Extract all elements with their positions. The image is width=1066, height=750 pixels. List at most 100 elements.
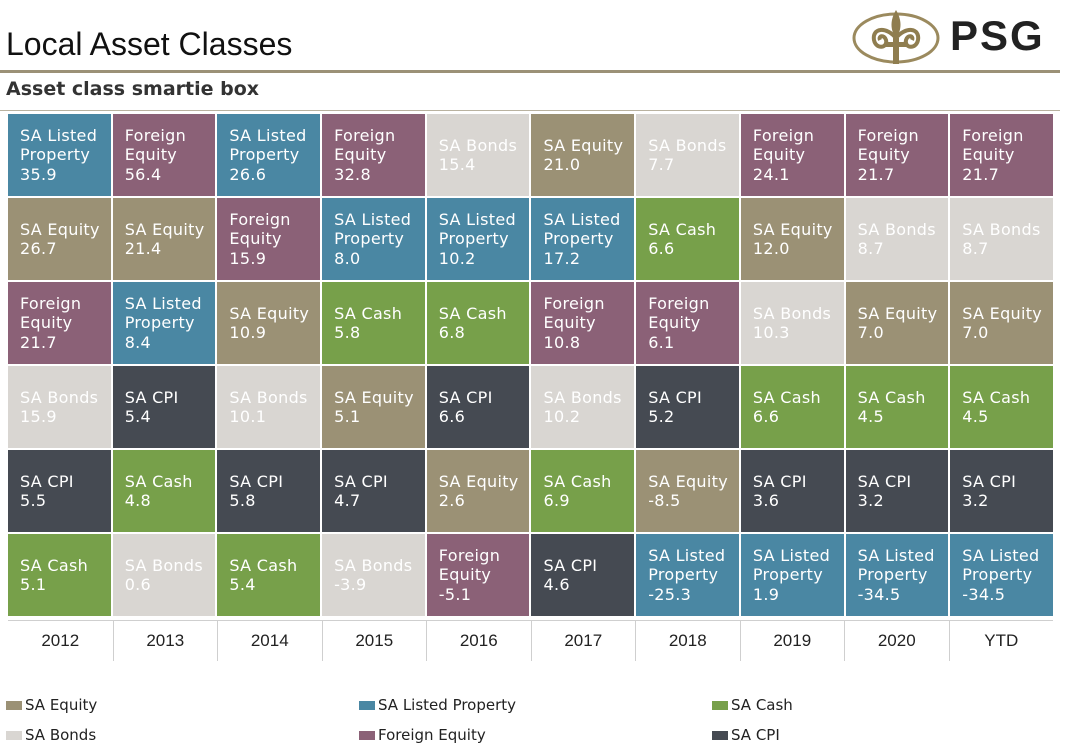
asset-return-value: 26.7	[20, 239, 57, 258]
asset-return-value: 5.1	[20, 575, 47, 594]
asset-return-value: 10.2	[438, 248, 476, 268]
asset-label: Property	[543, 229, 614, 249]
asset-label: SA Cash	[857, 387, 926, 407]
asset-return-value: 1.9	[752, 584, 780, 604]
asset-cell: SA CPI 5.2	[636, 366, 739, 448]
asset-cell: SA Listed Property 26.6	[217, 114, 321, 196]
asset-label: SA Equity	[229, 303, 310, 323]
asset-label: SA CPI	[752, 471, 807, 491]
asset-label: SA Equity	[438, 471, 519, 491]
asset-label: Property	[334, 229, 405, 249]
legend-item: Foreign Equity	[359, 726, 486, 744]
asset-label: SA Cash	[124, 471, 193, 491]
asset-cell: SA Listed Property -34.5	[845, 534, 949, 616]
asset-label: Equity	[962, 145, 1015, 165]
asset-cell: SA CPI 3.6	[740, 450, 844, 532]
asset-return-value: 6.1	[648, 332, 675, 352]
asset-label: Foreign	[124, 125, 187, 145]
asset-return-value: 5.1	[334, 407, 361, 426]
asset-cell: Foreign Equity 56.4	[112, 114, 216, 196]
asset-label: SA CPI	[438, 387, 493, 407]
legend-swatch	[6, 730, 22, 740]
asset-cell: SA Equity 21.4	[112, 198, 216, 280]
year-label: 2018	[635, 621, 740, 661]
asset-cell: SA Bonds 10.2	[531, 366, 635, 448]
asset-label: SA Bonds	[752, 303, 832, 323]
asset-cell: SA Listed Property 1.9	[740, 534, 844, 616]
legend-label: SA Bonds	[25, 726, 97, 744]
asset-return-value: 10.1	[229, 407, 267, 426]
asset-cell: SA Cash 4.5	[950, 366, 1053, 448]
asset-return-value: -8.5	[648, 491, 681, 510]
asset-cell: Foreign Equity 10.8	[531, 282, 635, 364]
asset-label: Equity	[334, 145, 387, 165]
subtitle-divider	[0, 110, 1060, 111]
asset-cell: Foreign Equity 32.8	[322, 114, 425, 196]
asset-return-value: 5.4	[124, 407, 152, 426]
asset-return-value: -34.5	[857, 584, 901, 604]
asset-return-value: 7.7	[648, 155, 675, 174]
asset-return-value: 8.7	[962, 239, 989, 258]
asset-return-value: 10.2	[543, 407, 581, 426]
asset-label: SA CPI	[229, 471, 284, 491]
asset-return-value: 8.7	[857, 239, 884, 258]
legend-swatch	[359, 700, 375, 710]
legend-label: SA Cash	[731, 696, 793, 714]
asset-cell: Foreign Equity 21.7	[845, 114, 949, 196]
legend-label: SA Equity	[25, 696, 98, 714]
asset-return-value: 4.6	[543, 575, 570, 594]
asset-return-value: 56.4	[124, 164, 162, 184]
asset-label: Equity	[124, 145, 178, 165]
asset-return-value: 24.1	[752, 164, 790, 184]
asset-label: Property	[438, 229, 509, 249]
asset-label: Equity	[857, 145, 910, 165]
asset-label: Foreign	[229, 209, 291, 229]
year-label: 2014	[217, 621, 322, 661]
asset-return-value: 3.2	[962, 491, 989, 510]
asset-label: SA CPI	[334, 471, 388, 491]
asset-label: SA Listed	[229, 125, 307, 145]
asset-label: Foreign	[334, 125, 396, 145]
asset-return-value: 6.6	[438, 407, 466, 426]
asset-cell: SA CPI 3.2	[845, 450, 949, 532]
asset-label: SA Cash	[752, 387, 821, 407]
asset-label: SA Equity	[648, 471, 728, 491]
asset-return-value: 15.9	[20, 407, 57, 426]
asset-label: Equity	[543, 313, 596, 333]
asset-return-value: 32.8	[334, 164, 371, 184]
asset-label: SA CPI	[962, 471, 1017, 491]
legend-item: SA Listed Property	[359, 696, 516, 714]
asset-return-value: 4.5	[857, 407, 884, 426]
asset-cell: SA Bonds 15.9	[8, 366, 111, 448]
asset-label: SA Equity	[857, 303, 938, 323]
asset-return-value: 5.5	[20, 491, 47, 510]
asset-cell: SA Equity 5.1	[322, 366, 425, 448]
asset-cell: SA Bonds 10.1	[217, 366, 321, 448]
legend-item: SA Cash	[712, 696, 793, 714]
legend-label: SA Listed Property	[378, 696, 517, 714]
psg-logo: PSG	[850, 4, 1050, 70]
chart-subtitle: Asset class smartie box	[6, 78, 260, 100]
asset-return-value: 35.9	[20, 164, 57, 184]
legend-label: Foreign Equity	[378, 726, 486, 744]
legend-item: SA Equity	[6, 696, 97, 714]
asset-cell: SA CPI 4.7	[322, 450, 425, 532]
asset-label: Equity	[438, 565, 492, 585]
legend-item: SA CPI	[712, 726, 780, 744]
asset-label: Property	[648, 565, 719, 585]
legend-swatch	[712, 700, 728, 710]
asset-label: SA Bonds	[334, 555, 413, 575]
asset-label: SA Listed	[752, 545, 831, 565]
asset-return-value: 4.7	[334, 491, 361, 510]
asset-label: Equity	[229, 229, 282, 249]
asset-return-value: 3.6	[752, 491, 780, 510]
asset-cell: SA CPI 5.5	[8, 450, 111, 532]
year-label: 2013	[112, 621, 218, 661]
year-axis: 2012 2013 2014 2015 2016 2017 2018 2019 2020 YTD	[8, 620, 1053, 661]
asset-return-value: 17.2	[543, 248, 581, 268]
title-divider	[0, 70, 1060, 73]
asset-label: Foreign	[20, 293, 82, 313]
legend-item: SA Bonds	[6, 726, 96, 744]
asset-return-value: 4.5	[962, 407, 989, 426]
asset-cell: SA Listed Property -25.3	[636, 534, 739, 616]
